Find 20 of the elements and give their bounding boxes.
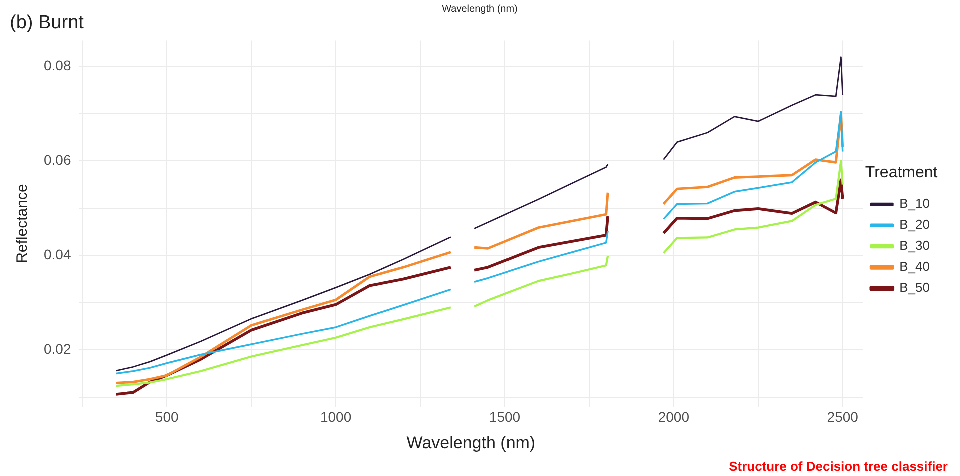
chart-title: (b) Burnt — [10, 12, 85, 34]
x-tick-label: 1000 — [320, 409, 352, 426]
x-tick-label: 2500 — [827, 409, 859, 426]
x-axis-title: Wavelength (nm) — [406, 433, 536, 452]
legend-label: B_50 — [900, 280, 930, 296]
x-tick-label: 500 — [155, 409, 179, 426]
x-tick-label: 1500 — [489, 409, 521, 426]
legend-label: B_10 — [900, 196, 930, 212]
y-tick-label: 0.04 — [44, 246, 72, 263]
y-tick-label: 0.02 — [44, 340, 72, 357]
x-tick-label: 2000 — [658, 409, 690, 426]
text: Structure of Decision tree classifier — [729, 459, 948, 474]
y-tick-label: 0.06 — [44, 152, 72, 168]
legend-title: Treatment — [865, 164, 938, 182]
legend-label: B_20 — [900, 217, 930, 232]
y-tick-label: 0.08 — [44, 58, 72, 74]
legend-label: B_30 — [900, 238, 930, 254]
y-axis-title: Reflectance — [14, 184, 32, 264]
text: Wavelength (nm) — [442, 4, 518, 15]
legend-label: B_40 — [900, 259, 930, 274]
